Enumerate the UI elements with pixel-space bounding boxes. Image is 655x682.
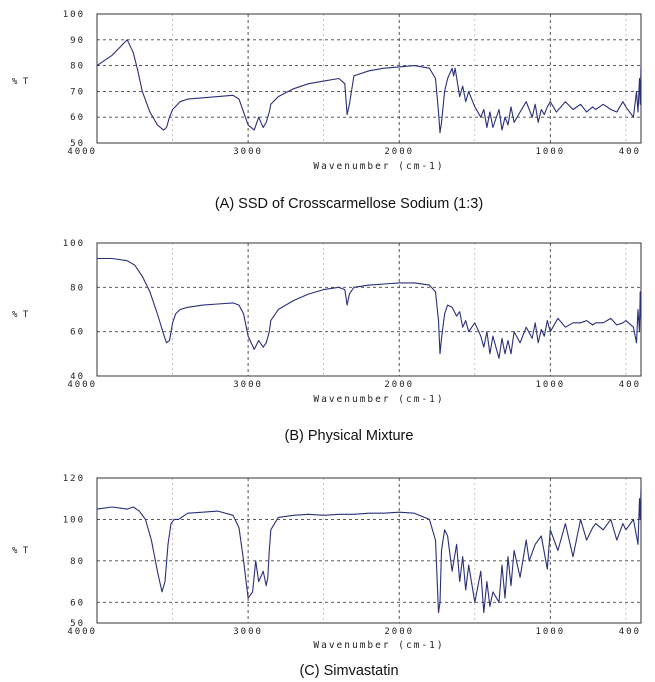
x-tick-label: 3000: [233, 627, 263, 637]
chart-caption: (C) Simvastatin: [299, 663, 398, 679]
chart-panel-1: 4000 3000 2000 1000 400 40 60 80 100 % T Wavenumbe…: [12, 239, 642, 444]
y-axis-label: % T: [12, 310, 29, 320]
x-tick-label: 1000: [535, 627, 565, 637]
y-tick-label: 60: [70, 113, 85, 123]
y-tick-label: 80: [70, 62, 85, 72]
x-tick-label: 4000: [67, 627, 97, 637]
chart-caption: (A) SSD of Crosscarmellose Sodium (1:3): [215, 196, 483, 212]
y-tick-label: 80: [70, 283, 85, 293]
x-axis-label: Wavenumber (cm-1): [313, 394, 444, 405]
spectrum-line-2: [96, 488, 642, 614]
x-tick-label: 4000: [67, 147, 97, 157]
y-tick-label: 80: [70, 557, 85, 567]
x-axis-label: Wavenumber (cm-1): [313, 640, 444, 651]
y-tick-label: 100: [63, 239, 85, 249]
x-tick-label: 4000: [67, 380, 97, 390]
y-tick-label: 40: [70, 372, 85, 382]
y-tick-label: 60: [70, 598, 85, 608]
x-tick-label: 2000: [384, 627, 414, 637]
y-tick-label: 50: [70, 139, 85, 149]
y-tick-label: 100: [63, 10, 85, 20]
y-tick-label: 50: [70, 619, 85, 629]
x-tick-label: 2000: [384, 380, 414, 390]
y-axis-label: % T: [12, 546, 29, 556]
y-tick-label: 120: [63, 474, 85, 484]
x-axis-label: Wavenumber (cm-1): [313, 161, 444, 172]
plot-frame: [96, 13, 642, 144]
chart-caption: (B) Physical Mixture: [285, 428, 414, 444]
x-tick-label: 1000: [535, 380, 565, 390]
spectrum-line-1: [97, 257, 642, 359]
x-tick-label: 3000: [233, 380, 263, 390]
x-tick-label: 400: [619, 380, 641, 390]
y-tick-label: 70: [70, 87, 85, 97]
y-tick-label: 60: [70, 328, 85, 338]
chart-panel-0: 4000 3000 2000 1000 400 50 60 70 80 90 100 % T Waven…: [12, 10, 642, 212]
y-tick-label: 100: [63, 515, 85, 525]
y-tick-label: 90: [70, 36, 85, 46]
x-tick-label: 400: [619, 627, 641, 637]
chart-panel-2: 4000 3000 2000 1000 400 50 60 80 100 120 % T Wavenu…: [12, 474, 642, 679]
x-tick-label: 2000: [384, 147, 414, 157]
plot-frame: [96, 242, 642, 377]
x-tick-label: 1000: [535, 147, 565, 157]
plot-frame: [96, 477, 642, 624]
x-tick-label: 3000: [233, 147, 263, 157]
spectrum-line-0: [96, 39, 642, 134]
x-tick-label: 400: [619, 147, 641, 157]
y-axis-label: % T: [12, 77, 29, 87]
